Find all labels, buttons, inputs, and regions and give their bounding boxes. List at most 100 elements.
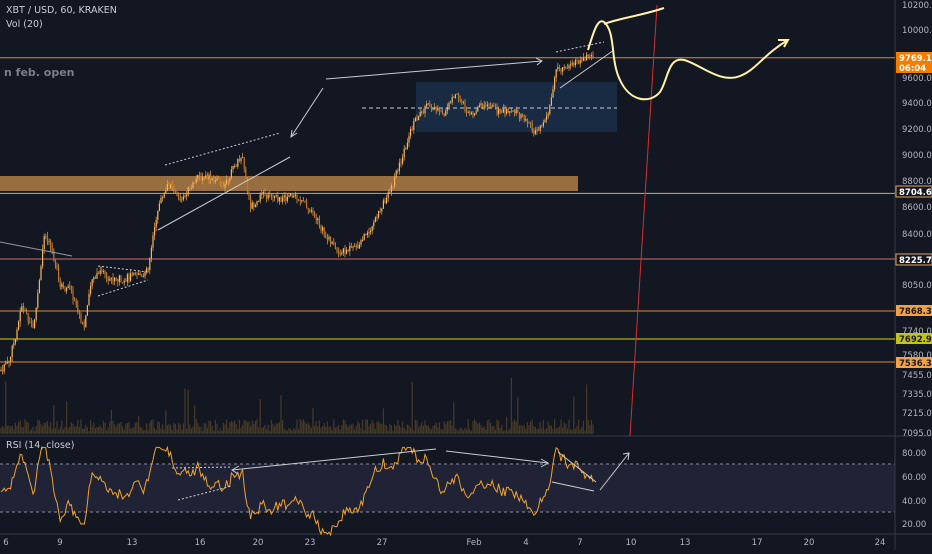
candle-body [402, 157, 404, 164]
volume-bar [526, 422, 528, 434]
trend-line[interactable] [157, 156, 291, 231]
candle-body [547, 113, 549, 116]
volume-bar [470, 430, 472, 434]
candle-body [264, 192, 266, 195]
candle-body [458, 93, 460, 100]
volume-bar [147, 430, 149, 434]
volume-bar [429, 428, 431, 434]
candle-body [574, 60, 576, 66]
candle-body [414, 118, 416, 121]
candle-body [104, 271, 106, 275]
trend-line[interactable] [559, 49, 615, 89]
candle-body [539, 125, 541, 131]
rsi-divergence-line[interactable] [231, 448, 437, 471]
volume-bar [502, 430, 504, 434]
candle-body [173, 187, 175, 189]
rsi-divergence-line[interactable] [445, 450, 549, 464]
volume-bar [386, 425, 388, 434]
volume-bar [203, 423, 205, 434]
volume-bar [277, 423, 279, 434]
candle-body [418, 116, 420, 121]
candle-body [498, 109, 500, 114]
volume-bar [301, 421, 303, 434]
candle-body [405, 148, 407, 150]
candle-body [6, 362, 8, 364]
candle-body [125, 280, 127, 282]
rsi-divergence-line[interactable] [177, 485, 233, 501]
rsi-legend[interactable]: RSI (14, close) [6, 440, 75, 451]
candle-body [424, 106, 426, 113]
candle-body [165, 190, 167, 194]
candle-body [51, 247, 53, 251]
rsi-divergence-line[interactable] [557, 451, 597, 483]
volume-bar [288, 427, 290, 434]
volume-bar [66, 401, 68, 434]
projection-path[interactable] [603, 7, 665, 25]
volume-bar [498, 420, 500, 434]
candle-body [158, 203, 160, 211]
volume-bar [374, 429, 376, 434]
arrow-line[interactable] [325, 60, 543, 80]
candle-body [272, 196, 274, 198]
candle-body [306, 202, 308, 209]
volume-bar [235, 424, 237, 434]
candle-body [499, 109, 501, 112]
candle-body [472, 112, 474, 116]
volume-bar [299, 419, 301, 434]
volume-bar [354, 429, 356, 434]
volume-bar [534, 427, 536, 434]
candle-body [440, 111, 442, 113]
volume-bar [258, 427, 260, 434]
volume-bar [163, 429, 165, 434]
volume-bar [91, 426, 93, 434]
candle-body [0, 369, 2, 372]
volume-bar [533, 426, 535, 434]
symbol-legend[interactable]: XBT / USD, 60, KRAKEN [6, 5, 117, 16]
vertical-marker-line[interactable] [629, 4, 658, 437]
candle-body [155, 219, 157, 228]
volume-legend[interactable]: Vol (20) [6, 19, 43, 30]
volume-bar [24, 419, 26, 434]
candle-body [573, 63, 575, 66]
volume-bar [445, 423, 447, 434]
candle-body [123, 280, 125, 283]
drawings[interactable] [0, 4, 790, 501]
candle-body [395, 170, 397, 178]
volume-bar [222, 422, 224, 434]
trend-line[interactable] [97, 279, 149, 297]
volume-bar [331, 429, 333, 434]
volume-bar [176, 429, 178, 434]
trend-line[interactable] [97, 265, 149, 273]
candle-body [579, 59, 581, 64]
arrow-line[interactable] [599, 452, 630, 491]
trend-line[interactable] [0, 241, 73, 257]
candle-body [62, 283, 64, 289]
volume-bar [78, 426, 80, 434]
volume-bar [451, 425, 453, 434]
rsi-divergence-line[interactable] [551, 481, 595, 492]
trend-line[interactable] [555, 41, 605, 53]
volume-bar [227, 428, 229, 434]
volume-bar [72, 423, 74, 434]
volume-bar [42, 425, 44, 434]
projection-path[interactable] [587, 20, 789, 101]
candle-body [126, 274, 128, 282]
candle-body [456, 93, 458, 95]
candle-body [190, 187, 192, 189]
volume-bar [250, 426, 252, 434]
volume-bar [224, 424, 226, 434]
candle-body [382, 200, 384, 209]
volume-bar [158, 422, 160, 434]
volume-bar [286, 430, 288, 434]
volume-bar [406, 424, 408, 434]
candle-body [277, 195, 279, 202]
arrow-line[interactable] [290, 87, 324, 138]
volume-bar [240, 427, 242, 434]
candle-body [178, 195, 180, 198]
support-zone[interactable] [0, 176, 578, 191]
candle-body [323, 227, 325, 236]
candle-body [563, 66, 565, 68]
volume-bar [274, 426, 276, 434]
candle-body [296, 194, 298, 200]
